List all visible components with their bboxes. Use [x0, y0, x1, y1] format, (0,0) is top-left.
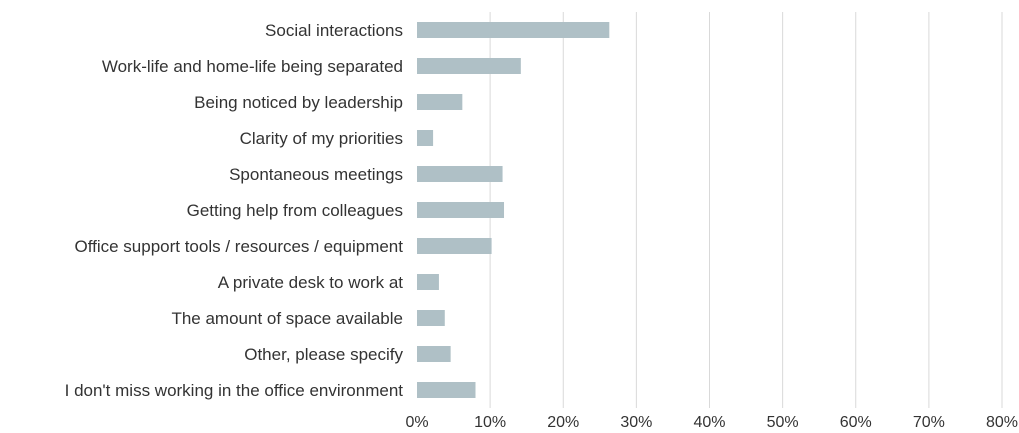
bar	[417, 238, 492, 254]
category-label: A private desk to work at	[218, 273, 403, 292]
x-tick-label: 10%	[474, 414, 506, 431]
x-tick-label: 50%	[767, 414, 799, 431]
x-axis-tick-labels: 0% 10% 20% 30% 40% 50% 60% 70% 80%	[405, 414, 1018, 431]
category-label: The amount of space available	[171, 309, 403, 328]
bar	[417, 130, 434, 146]
category-labels: Social interactions Work-life and home-li…	[65, 21, 404, 400]
x-tick-label: 40%	[693, 414, 725, 431]
x-tick-label: 60%	[840, 414, 872, 431]
category-label: Getting help from colleagues	[187, 201, 403, 220]
x-tick-label: 30%	[620, 414, 652, 431]
x-tick-label: 20%	[547, 414, 579, 431]
bars	[417, 22, 610, 398]
category-label: Other, please specify	[244, 345, 403, 364]
bar	[417, 202, 505, 218]
category-label: Clarity of my priorities	[240, 129, 403, 148]
bar	[417, 94, 463, 110]
category-label: I don't miss working in the office envir…	[65, 381, 404, 400]
bar	[417, 310, 445, 326]
bar	[417, 166, 503, 182]
category-label: Being noticed by leadership	[194, 93, 403, 112]
category-label: Spontaneous meetings	[229, 165, 403, 184]
bar	[417, 58, 521, 74]
x-tick-label: 0%	[405, 414, 428, 431]
x-tick-label: 80%	[986, 414, 1018, 431]
category-label: Social interactions	[265, 21, 403, 40]
category-label: Office support tools / resources / equip…	[74, 237, 403, 256]
bar	[417, 346, 451, 362]
bar	[417, 22, 610, 38]
category-label: Work-life and home-life being separated	[102, 57, 403, 76]
gridlines	[489, 12, 1003, 408]
x-tick-label: 70%	[913, 414, 945, 431]
bar	[417, 382, 476, 398]
bar	[417, 274, 439, 290]
